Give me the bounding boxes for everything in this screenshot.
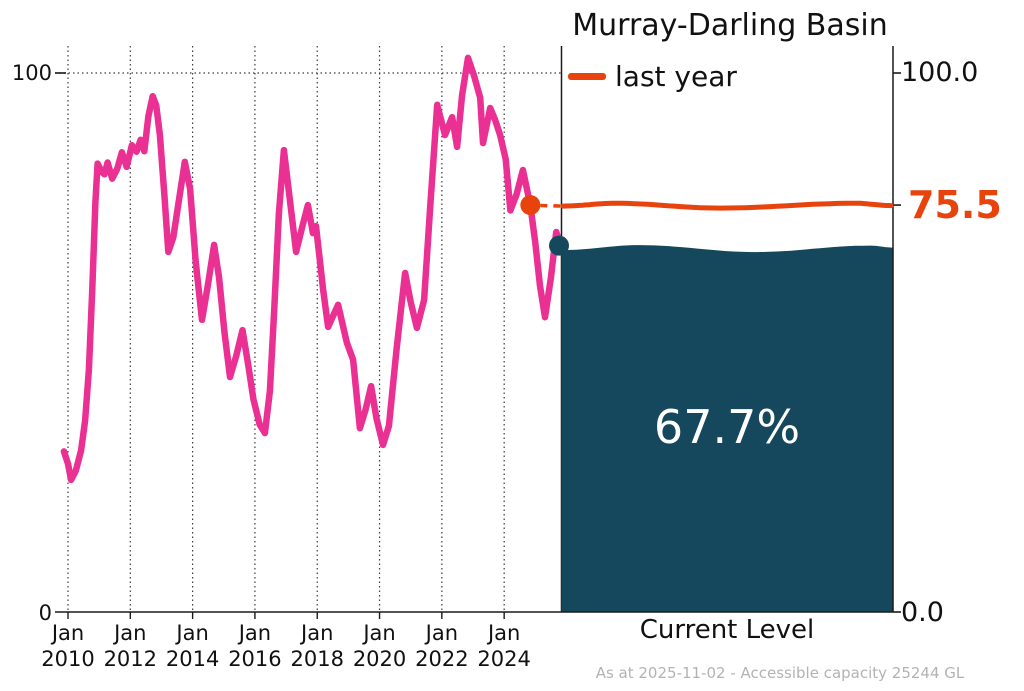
x-tick-label-2020: Jan 2020 bbox=[352, 621, 407, 671]
x-tick-label-2024: Jan 2024 bbox=[477, 621, 531, 671]
x-tick-label-2018: Jan 2018 bbox=[290, 621, 344, 671]
right-axis-label-100: 100.0 bbox=[901, 57, 979, 88]
y-axis-label-0: 0 bbox=[38, 601, 52, 625]
footer-note: As at 2025-11-02 - Accessible capacity 2… bbox=[595, 664, 965, 682]
current-percent-label: 67.7% bbox=[653, 400, 801, 454]
x-tick-label-2014: Jan 2014 bbox=[165, 621, 220, 671]
y-axis-label-100: 100 bbox=[11, 61, 52, 85]
x-tick-label-2010: Jan 2010 bbox=[41, 621, 95, 671]
x-tick-label-2022: Jan 2022 bbox=[415, 621, 469, 671]
current-point-marker bbox=[548, 235, 569, 256]
last-year-point-marker bbox=[520, 195, 541, 216]
last-year-line-swatch bbox=[568, 73, 606, 80]
legend-label: last year bbox=[615, 60, 737, 93]
legend: last year bbox=[568, 60, 737, 93]
last-year-value-label: 75.5 bbox=[908, 183, 1002, 227]
x-tick-label-2012: Jan 2012 bbox=[103, 621, 158, 671]
right-axis-label-0: 0.0 bbox=[901, 597, 944, 628]
page-title: Murray-Darling Basin bbox=[572, 8, 888, 43]
current-level-caption: Current Level bbox=[639, 615, 815, 645]
x-tick-label-2016: Jan 2016 bbox=[228, 621, 282, 671]
